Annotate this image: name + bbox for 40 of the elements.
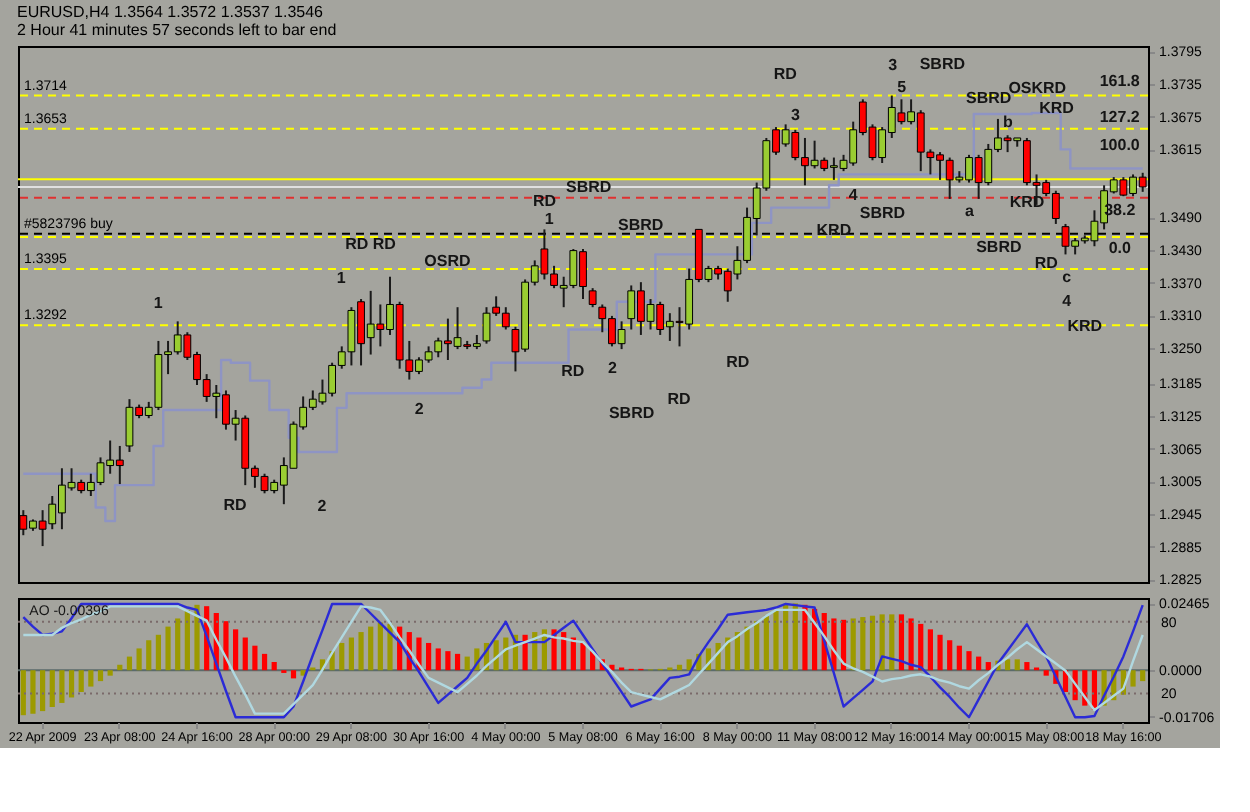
annotation: 2 xyxy=(607,358,618,377)
annotation: RD xyxy=(561,362,585,381)
annotation: SBRD xyxy=(976,237,1022,256)
annotation: 161.8 xyxy=(1099,72,1141,91)
annotation: RD xyxy=(1034,254,1059,273)
annotation: a xyxy=(965,202,976,221)
chart-title: EURUSD,H4 1.3564 1.3572 1.3537 1.3546 xyxy=(17,3,325,22)
annotation: b xyxy=(1002,113,1013,132)
annotation: SBRD xyxy=(859,204,906,223)
annotation: 3 xyxy=(790,105,801,124)
annotation: 1 xyxy=(153,294,164,313)
annotation: KRD xyxy=(1039,99,1075,118)
annotation: RD xyxy=(667,389,692,408)
annotation: 0.0 xyxy=(1108,239,1132,258)
annotation: 4 xyxy=(848,186,859,205)
annotation: 100.0 xyxy=(1099,135,1141,154)
annotation: KRD xyxy=(1067,317,1103,336)
annotation: RD xyxy=(533,191,557,210)
annotation: SBRD xyxy=(565,178,612,197)
annotation: RD RD xyxy=(345,234,397,253)
annotation: RD xyxy=(223,495,247,514)
annotation: OSRD xyxy=(424,252,471,271)
annotation: KRD xyxy=(1009,193,1045,212)
annotation: 4 xyxy=(1062,292,1073,311)
annotation: 5 xyxy=(897,77,908,96)
annotation: SBRD xyxy=(966,89,1012,108)
annotation: OSKRD xyxy=(1008,78,1067,97)
annotation: SBRD xyxy=(919,54,966,73)
annotation: RD xyxy=(726,352,750,371)
annotation: 2 xyxy=(317,497,328,516)
annotation: 2 xyxy=(414,399,425,418)
annotation: SBRD xyxy=(617,215,664,234)
chart-subtitle: 2 Hour 41 minutes 57 seconds left to bar end xyxy=(17,21,337,40)
annotation: SBRD xyxy=(608,403,655,422)
annotation: 3 xyxy=(888,56,899,75)
annotation: c xyxy=(1062,267,1073,286)
annotation: 1 xyxy=(336,268,347,287)
annotation: 127.2 xyxy=(1099,107,1141,126)
annotation: RD xyxy=(773,65,798,84)
annotation: 1 xyxy=(544,210,555,229)
